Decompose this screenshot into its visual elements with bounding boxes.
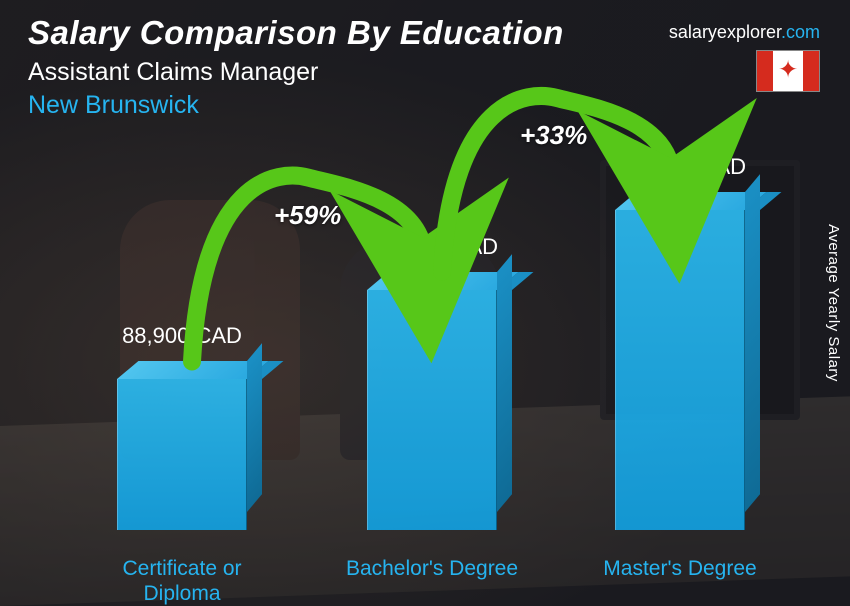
bar-category-label: Bachelor's Degree (332, 556, 532, 581)
bar-side (247, 343, 262, 512)
increase-percent-label: +33% (520, 120, 587, 151)
brand-name: salaryexplorer (669, 22, 781, 42)
maple-leaf-icon: ✦ (778, 59, 798, 83)
bar-front (615, 210, 745, 530)
bar (367, 290, 497, 530)
increase-percent-label: +59% (274, 200, 341, 231)
bar-top (615, 192, 766, 210)
y-axis-label: Average Yearly Salary (825, 224, 842, 382)
bar-top (117, 361, 268, 379)
bar-top (367, 272, 518, 290)
bar-side (497, 254, 512, 512)
bar-value-label: 142,000 CAD (332, 234, 532, 260)
bar-group: 142,000 CADBachelor's Degree (357, 290, 507, 530)
bar (117, 379, 247, 530)
bar-front (117, 379, 247, 530)
brand-label: salaryexplorer.com (669, 22, 820, 43)
bar-category-label: Master's Degree (580, 556, 780, 581)
salary-bar-chart: 88,900 CADCertificate or Diploma 142,000 … (60, 148, 800, 588)
bar-front (367, 290, 497, 530)
bar (615, 210, 745, 530)
bar-value-label: 88,900 CAD (82, 323, 282, 349)
bar-category-label: Certificate or Diploma (82, 556, 282, 606)
bar-value-label: 189,000 CAD (580, 154, 780, 180)
location: New Brunswick (28, 91, 822, 120)
bar-side (745, 174, 760, 512)
bar-group: 189,000 CADMaster's Degree (605, 210, 755, 530)
flag-icon: ✦ (756, 50, 820, 92)
bar-group: 88,900 CADCertificate or Diploma (107, 379, 257, 530)
brand-tld: .com (781, 22, 820, 42)
job-title: Assistant Claims Manager (28, 58, 822, 87)
